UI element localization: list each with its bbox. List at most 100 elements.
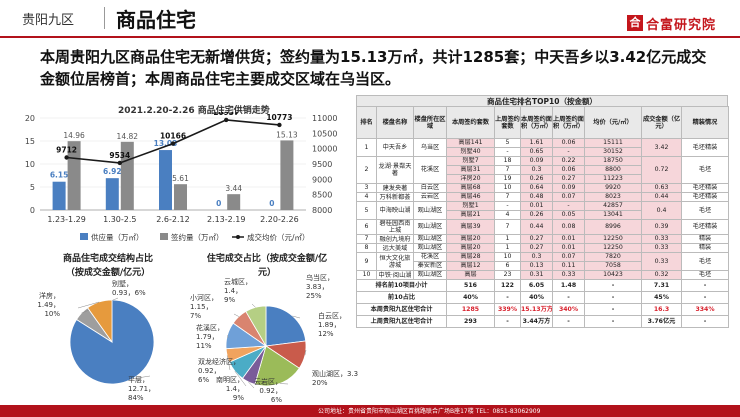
price-data-label: 9534 <box>109 151 130 160</box>
summary-amount-cell: 3.76亿元 <box>641 315 682 328</box>
header-cell: 楼盘名称 <box>376 106 414 139</box>
project-name-cell: 龙湖·景粼天著 <box>376 156 414 184</box>
summary-price-cell: - <box>584 303 642 316</box>
legend-swatch-supply <box>80 233 88 240</box>
pie-label-line: 1.4， <box>226 385 244 393</box>
supply-bar <box>52 181 66 210</box>
price-data-label: 10937 <box>213 112 239 117</box>
prev-count-cell: 19 <box>494 174 521 184</box>
header-cell: 上周签约面积（万㎡） <box>552 106 585 139</box>
rank-cell: 7 <box>356 234 377 244</box>
pie-slice-label: 洋房， 1.49， 10% <box>37 291 60 318</box>
company-address: 公司地址：贵州省贵阳市观山湖区百挑路联合广场B座17楼 TEL：0851-830… <box>318 408 541 415</box>
amount-cell: 0.4 <box>641 201 682 220</box>
district-cell: 观山湖区 <box>413 219 447 235</box>
brand-name: 合富研究院 <box>645 17 716 33</box>
header-cell: 楼盘所在区域 <box>413 106 447 139</box>
area-cell: 0.09 <box>520 156 553 166</box>
area-cell: 0.26 <box>520 210 553 220</box>
y-right-tick-label: 10500 <box>312 129 337 138</box>
y-left-tick-label: 0 <box>30 206 35 215</box>
pie-leader-line <box>251 303 256 308</box>
unit-type-cell: 高层12 <box>446 261 495 271</box>
area-cell: 0.13 <box>520 261 553 271</box>
district-cell: 观山湖区 <box>413 201 447 220</box>
summary-area-cell: 6.05 <box>520 279 553 292</box>
unit-type-cell: 别墅40 <box>446 147 495 157</box>
sales-bar <box>174 184 187 210</box>
sales-data-label: 14.96 <box>63 131 85 140</box>
y-right-tick-label: 10000 <box>312 145 337 154</box>
header-cell: 均价（元/㎡） <box>584 106 642 139</box>
pie-leader-line <box>226 355 231 371</box>
table-row: 3 建发央著 白云区 高层68 10 0.64 0.09 9920 0.63 毛坯精装 <box>356 183 729 193</box>
pie-label-line: 1.89， <box>318 321 341 329</box>
pie-label-line: 6% <box>198 376 209 384</box>
summary-amount-cell: 45% <box>641 291 682 304</box>
finish-cell: 精装 <box>681 234 729 244</box>
project-name-cell: 融创九境府 <box>376 234 414 244</box>
supply-bar <box>105 178 119 210</box>
pie-slice-label: 白云区， 1.89， 12% <box>318 311 346 338</box>
table-row: 8 远大美域 观山湖区 高层20 1 0.27 0.01 12250 0.33 精装 <box>356 243 729 253</box>
area-cell: 0.27 <box>520 234 553 244</box>
prev-area-cell: 0.01 <box>552 243 585 253</box>
pie-label-line: 12.71， <box>128 385 155 393</box>
region-label: 贵阳九区 <box>22 13 75 28</box>
summary-prev-area-cell: 340% <box>552 303 585 316</box>
pie-label-line: 0.92， <box>198 367 221 375</box>
pie-label-line: 1.49， <box>37 301 60 309</box>
pie-leader-line <box>233 313 239 317</box>
summary-label-cell: 排名前10项目小计 <box>356 279 447 292</box>
summary-price-cell: - <box>584 291 642 304</box>
header-cell: 精装情况 <box>681 106 729 139</box>
prev-count-cell: - <box>494 147 521 157</box>
prev-count-cell: 6 <box>494 261 521 271</box>
header-cell: 本周签约套数 <box>446 106 495 139</box>
unit-type-cell: 洋房20 <box>446 174 495 184</box>
summary-finish-cell: - <box>681 279 729 292</box>
area-cell: 0.48 <box>520 192 553 202</box>
sales-data-label: 3.44 <box>225 184 242 193</box>
project-name-cell: 碧桂园西南上城 <box>376 219 414 235</box>
unit-type-cell: 高层21 <box>446 210 495 220</box>
x-tick-label: 2.13-2.19 <box>207 215 246 224</box>
summary-prev-count-cell: 122 <box>494 279 521 292</box>
pie-label-line: 3.83， <box>306 283 329 291</box>
pie-slice-label: 平层， 12.71， 84% <box>128 376 155 402</box>
project-name-cell: 中海映山湖 <box>376 201 414 220</box>
district-cell: 观山湖区 <box>413 234 447 244</box>
sales-data-label: 14.82 <box>117 132 139 141</box>
pie-label-line: 84% <box>128 394 144 402</box>
rank-cell: 4 <box>356 192 377 202</box>
project-name-cell: 中铁·阅山湖 <box>376 270 414 280</box>
amount-cell: 0.33 <box>641 243 682 253</box>
pie-label-line: 双龙经济区， <box>198 357 240 366</box>
rank-cell: 5 <box>356 201 377 220</box>
summary-row: 本周贵阳九区住宅合计 1285 339% 15.13万方 340% -16.3 334% <box>356 303 729 316</box>
price-cell: 7820 <box>584 252 642 262</box>
y-left-tick-label: 5 <box>30 183 35 192</box>
pie-slice-label: 乌当区， 3.83， 25% <box>306 273 334 300</box>
pie-label-line: 9% <box>233 394 244 402</box>
structure-pie-title-line1: 商品住宅成交结构占比 <box>62 254 153 264</box>
amount-cell: 0.33 <box>641 234 682 244</box>
summary-count-cell: 516 <box>446 279 495 292</box>
table-row: 洋房20 19 0.26 0.27 11223 <box>357 174 729 184</box>
legend-label-sales: 签约量（万㎡） <box>171 232 224 242</box>
summary-finish-cell: 334% <box>681 303 729 316</box>
project-name-cell: 恒大文化旅游城 <box>376 252 414 271</box>
pie-leader-line <box>77 301 100 309</box>
table-row: 9 恒大文化旅游城 花溪区 高层28 10 0.3 0.07 7820 0.33 毛坯 <box>356 252 729 271</box>
pie-slice-label: 观山湖区，3.35，20% <box>312 369 358 387</box>
y-right-tick-label: 8500 <box>312 191 332 200</box>
pie-label-line: 乌当区， <box>306 273 334 282</box>
price-cell: 13041 <box>584 210 642 220</box>
prev-area-cell: - <box>552 201 585 211</box>
ranking-table: 排名 楼盘名称 楼盘所在区域 本周签约套数 上周签约套数 本周签约面积（万㎡） … <box>356 106 729 328</box>
summary-prev-count-cell: - <box>494 291 521 304</box>
table-row: 6 碧桂园西南上城 观山湖区 高层39 7 0.44 0.08 8996 0.39 毛坯精装 <box>356 219 729 235</box>
area-cell: 0.26 <box>520 174 553 184</box>
pie-label-line: 7% <box>190 312 201 320</box>
rank-cell: 10 <box>356 270 377 280</box>
